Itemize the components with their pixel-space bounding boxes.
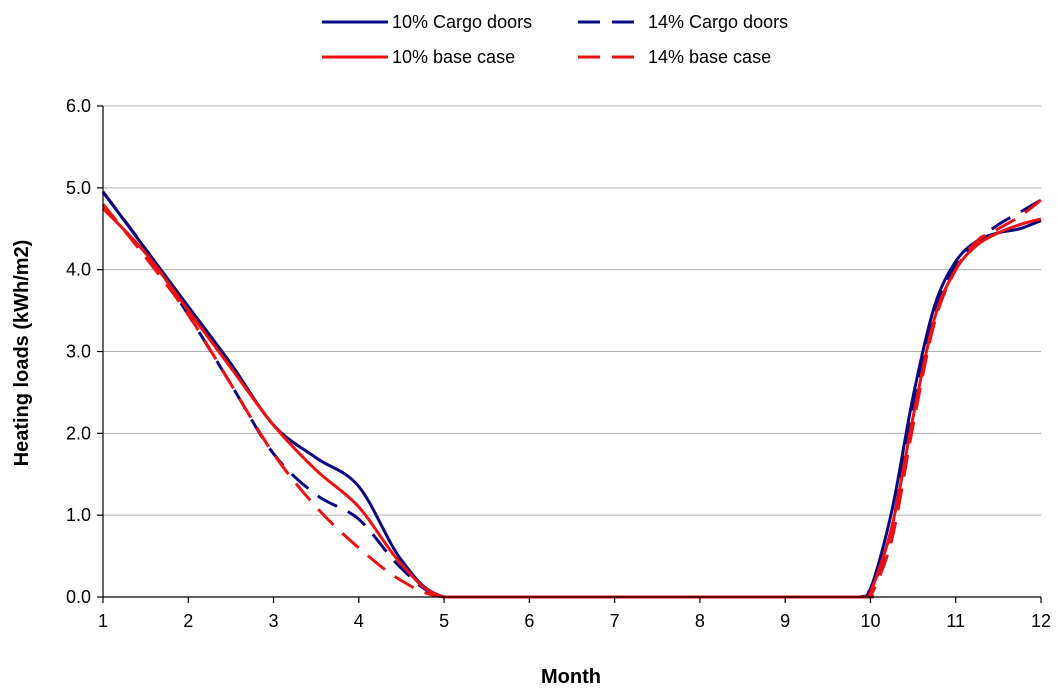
legend-item-14pct-base-case: 14% base case bbox=[578, 47, 771, 67]
legend: 10% Cargo doors 14% Cargo doors 10% base c… bbox=[322, 12, 788, 67]
legend-item-10pct-cargo-doors: 10% Cargo doors bbox=[322, 12, 532, 32]
series-lines bbox=[101, 191, 1042, 599]
y-tick-label: 5.0 bbox=[66, 178, 91, 198]
x-tick-label: 1 bbox=[98, 611, 108, 631]
x-tick-label: 12 bbox=[1031, 611, 1051, 631]
series-line-14pct-base-case bbox=[101, 198, 1042, 599]
series-line-10pct-cargo-doors bbox=[101, 191, 1042, 599]
y-tick-label: 0.0 bbox=[66, 587, 91, 607]
axes bbox=[97, 105, 1042, 603]
x-tick-label: 7 bbox=[610, 611, 620, 631]
x-tick-label: 8 bbox=[695, 611, 705, 631]
y-tick-label: 1.0 bbox=[66, 505, 91, 525]
legend-label: 10% base case bbox=[392, 47, 515, 67]
y-tick-label: 3.0 bbox=[66, 342, 91, 362]
tick-labels: 0.01.02.03.04.05.06.01 2 3 4 5 6 7 8 9 10 11 12 bbox=[66, 96, 1051, 631]
legend-label: 14% Cargo doors bbox=[648, 12, 788, 32]
legend-item-10pct-base-case: 10% base case bbox=[322, 47, 515, 67]
series-line-10pct-base-case bbox=[101, 207, 1042, 599]
x-tick-label: 9 bbox=[780, 611, 790, 631]
x-tick-label: 4 bbox=[354, 611, 364, 631]
x-axis-title: Month bbox=[541, 666, 601, 688]
y-tick-label: 6.0 bbox=[66, 96, 91, 116]
y-axis-title: Heating loads (kWh/m2) bbox=[11, 240, 33, 467]
series-line-14pct-cargo-doors bbox=[101, 191, 1042, 599]
legend-label: 14% base case bbox=[648, 47, 771, 67]
legend-item-14pct-cargo-doors: 14% Cargo doors bbox=[578, 12, 788, 32]
gridlines bbox=[103, 105, 1041, 516]
x-tick-label: 3 bbox=[269, 611, 279, 631]
x-tick-label: 6 bbox=[524, 611, 534, 631]
legend-label: 10% Cargo doors bbox=[392, 12, 532, 32]
x-tick-label: 10 bbox=[860, 611, 880, 631]
x-tick-label: 5 bbox=[439, 611, 449, 631]
x-tick-label: 2 bbox=[183, 611, 193, 631]
y-tick-label: 4.0 bbox=[66, 260, 91, 280]
x-tick-label: 11 bbox=[946, 611, 965, 631]
y-tick-label: 2.0 bbox=[66, 423, 91, 443]
